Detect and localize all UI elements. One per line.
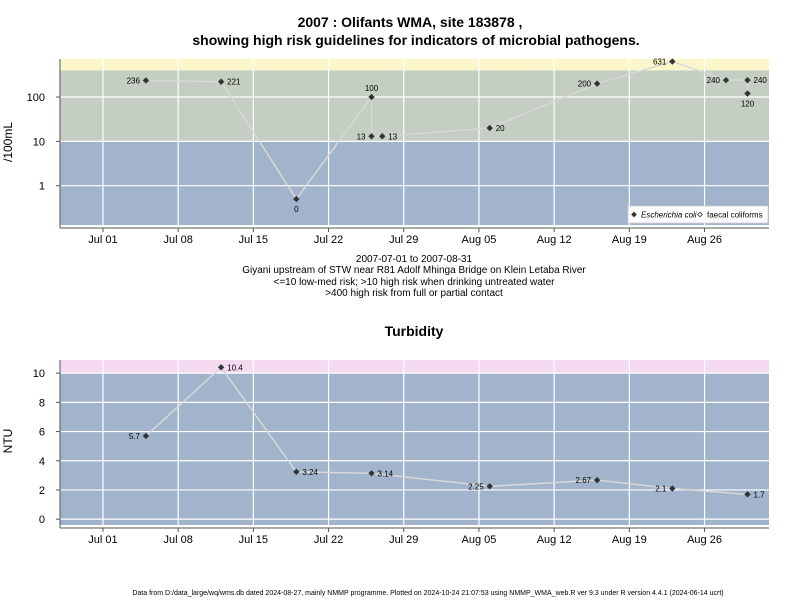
turbidity-data-label-4: 2.25 — [468, 482, 484, 491]
ecoli-data-point-2 — [293, 195, 300, 203]
turbidity-data-label-1: 10.4 — [227, 363, 243, 372]
ecoli-x-tick-label-1: Jul 08 — [163, 234, 192, 246]
ecoli-y-tick-label-1: 10 — [33, 136, 45, 148]
turbidity-x-tick-label-1: Jul 08 — [163, 534, 192, 546]
turbidity-data-point-6 — [669, 485, 676, 492]
turbidity-data-label-0: 5.7 — [129, 432, 141, 441]
turbidity-data-point-3 — [368, 470, 375, 477]
turbidity-risk-band-0 — [60, 373, 769, 525]
turbidity-series-line-0 — [145, 366, 748, 496]
ecoli-data-label-3: 100 — [365, 84, 379, 93]
ecoli-x-tick-label-0: Jul 01 — [88, 234, 117, 246]
ecoli-data-point-10 — [744, 76, 751, 84]
turbidity-x-tick-label-3: Jul 22 — [314, 534, 343, 546]
ecoli-x-tick-label-3: Jul 22 — [314, 234, 343, 246]
ecoli-data-label-10: 240 — [754, 76, 768, 85]
ecoli-x-tick-label-2: Jul 15 — [239, 234, 268, 246]
ecoli-data-label-9: 240 — [707, 76, 721, 85]
ecoli-legend-label-1: faecal coliforms — [707, 211, 763, 220]
ecoli-x-tick-label-4: Jul 29 — [389, 234, 418, 246]
ecoli-chart-title-line2: showing high risk guidelines for indicat… — [192, 32, 639, 48]
ecoli-date-range: 2007-07-01 to 2007-08-31 — [356, 254, 473, 265]
ecoli-y-tick-label-2: 100 — [27, 92, 45, 104]
ecoli-data-label-4: 13 — [357, 132, 366, 141]
ecoli-data-point-9 — [722, 76, 730, 84]
turbidity-x-tick-label-6: Aug 12 — [537, 534, 572, 546]
turbidity-x-tick-label-4: Jul 29 — [389, 534, 418, 546]
turbidity-data-point-2 — [293, 468, 300, 476]
ecoli-data-label-8: 631 — [653, 58, 667, 67]
ecoli-data-point-5 — [379, 133, 386, 140]
ecoli-plot-panel: Jul 01 Jul 08 Jul 15 Jul 22 Jul 29 Aug 05 Aug … — [1, 58, 769, 246]
turbidity-x-tick-label-7: Aug 19 — [612, 534, 647, 546]
turbidity-y-tick-label-0: 0 — [39, 514, 45, 526]
turbidity-y-axis-title: NTU — [1, 429, 15, 454]
ecoli-data-label-2: 0 — [294, 205, 299, 214]
turbidity-x-tick-label-8: Aug 26 — [687, 534, 722, 546]
turbidity-data-label-7: 1.7 — [754, 490, 766, 499]
turbidity-y-tick-label-2: 4 — [39, 456, 45, 468]
ecoli-risk-guideline-1: <=10 low-med risk; >10 high risk when dr… — [274, 277, 556, 288]
turbidity-y-tick-label-3: 6 — [39, 427, 45, 439]
ecoli-chart-title-line1: 2007 : Olifants WMA, site 183878 , — [298, 14, 523, 30]
turbidity-plot-panel: Jul 01 Jul 08 Jul 15 Jul 22 Jul 29 Aug 05 Aug … — [1, 360, 769, 546]
ecoli-series-line-0 — [145, 60, 749, 201]
ecoli-x-tick-label-8: Aug 26 — [687, 234, 722, 246]
ecoli-data-point-7 — [593, 80, 601, 87]
ecoli-data-label-1: 221 — [227, 78, 241, 87]
turbidity-data-point-1 — [217, 364, 225, 371]
ecoli-risk-band-2 — [60, 59, 769, 71]
turbidity-data-label-5: 2.67 — [576, 476, 592, 485]
ecoli-y-tick-label-0: 1 — [39, 181, 45, 193]
ecoli-data-label-5: 13 — [388, 132, 397, 141]
turbidity-x-tick-label-2: Jul 15 — [239, 534, 268, 546]
turbidity-x-tick-label-5: Aug 05 — [462, 534, 497, 546]
ecoli-site-description: Giyani upstream of STW near R81 Adolf Mh… — [242, 265, 586, 276]
turbidity-y-tick-label-4: 8 — [39, 397, 45, 409]
ecoli-data-label-0: 236 — [127, 76, 141, 85]
turbidity-x-tick-label-0: Jul 01 — [88, 534, 117, 546]
ecoli-x-tick-label-5: Aug 05 — [462, 234, 497, 246]
turbidity-data-point-7 — [744, 491, 751, 498]
turbidity-y-tick-label-1: 2 — [39, 485, 45, 497]
ecoli-x-tick-label-7: Aug 19 — [612, 234, 647, 246]
ecoli-data-point-4 — [368, 133, 375, 140]
turbidity-data-label-2: 3.24 — [302, 468, 318, 477]
turbidity-y-tick-label-5: 10 — [33, 368, 45, 380]
ecoli-y-axis-title: /100mL — [1, 122, 15, 162]
footer-note: Data from D:/data_large/wq/wms.db dated … — [132, 590, 723, 597]
turbidity-chart-title: Turbidity — [385, 323, 444, 339]
ecoli-data-label-11: 120 — [741, 100, 755, 109]
ecoli-x-tick-label-6: Aug 12 — [537, 234, 572, 246]
turbidity-data-label-3: 3.14 — [378, 469, 394, 478]
turbidity-risk-band-1 — [60, 360, 769, 374]
ecoli-data-point-6 — [486, 124, 493, 132]
ecoli-data-point-1 — [217, 78, 225, 85]
ecoli-data-point-11 — [744, 90, 751, 97]
ecoli-data-label-7: 200 — [578, 80, 592, 89]
ecoli-risk-guideline-2: >400 high risk from full or partial cont… — [325, 288, 503, 299]
turbidity-data-point-5 — [593, 476, 601, 484]
turbidity-data-label-6: 2.1 — [655, 484, 667, 493]
ecoli-data-point-0 — [142, 77, 150, 84]
ecoli-data-label-6: 20 — [496, 124, 505, 133]
ecoli-legend-marker-1 — [697, 211, 703, 218]
ecoli-legend-marker-0 — [631, 211, 637, 218]
turbidity-data-point-0 — [142, 432, 150, 440]
turbidity-data-point-4 — [486, 483, 493, 490]
ecoli-legend-label-0: Escherichia coli — [641, 211, 697, 220]
ecoli-data-point-8 — [669, 58, 676, 65]
ecoli-data-point-3 — [368, 93, 375, 101]
